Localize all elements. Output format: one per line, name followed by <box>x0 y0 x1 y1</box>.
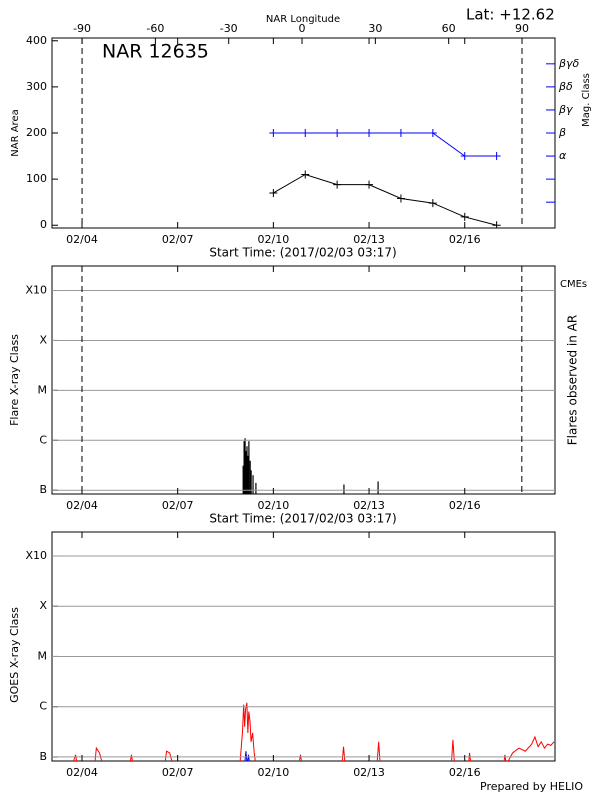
point-marker <box>333 129 342 137</box>
y-tick-label: M <box>38 383 48 396</box>
x-tick-label: 02/10 <box>258 499 290 512</box>
flare-bar <box>343 484 345 494</box>
flare-bar <box>247 455 249 494</box>
y-tick-label: M <box>38 649 48 662</box>
latitude-label: Lat: +12.62 <box>466 6 555 24</box>
y2-axis-label: Mag. Class <box>581 73 592 127</box>
point-marker <box>365 180 374 189</box>
x2-tick-label: -30 <box>220 22 238 35</box>
y2-tick-label: βδ <box>558 80 573 93</box>
point-marker <box>333 180 342 189</box>
y2-tick-label: β <box>558 126 566 139</box>
x-axis-label: Start Time: (2017/02/03 03:17) <box>209 246 396 260</box>
plot-frame <box>51 265 556 495</box>
flare-bar <box>377 481 379 494</box>
x-tick-label: 02/13 <box>353 766 385 779</box>
y-axis-label: GOES X-ray Class <box>8 607 21 703</box>
x-axis-label: Start Time: (2017/02/03 03:17) <box>209 512 396 526</box>
x-tick-label: 02/07 <box>162 233 194 246</box>
x-tick-label: 02/16 <box>449 766 481 779</box>
y2-tick-label: α <box>559 149 567 162</box>
y-tick-label: 100 <box>26 172 47 185</box>
y-tick-label: C <box>39 700 47 713</box>
y-tick-label: X10 <box>25 284 47 297</box>
x-tick-label: 02/04 <box>66 233 98 246</box>
credit: Prepared by HELIO <box>480 780 583 793</box>
flare-bar <box>245 451 247 494</box>
x2-tick-label: -90 <box>73 22 91 35</box>
flare-bar <box>250 470 252 494</box>
point-marker <box>492 221 501 228</box>
y-axis-label: Flare X-ray Class <box>8 334 21 426</box>
plot-area <box>73 702 555 761</box>
y2-tick-label: βγδ <box>558 57 580 70</box>
flare-bar <box>243 441 245 494</box>
point-marker <box>396 194 405 203</box>
flare-bar <box>242 465 244 494</box>
x2-tick-label: 60 <box>442 22 456 35</box>
flare-bar <box>246 446 248 494</box>
plot-area <box>242 438 379 494</box>
x-tick-label: 02/16 <box>449 499 481 512</box>
point-marker <box>301 129 310 137</box>
series-line <box>273 132 497 157</box>
point-marker <box>301 170 310 179</box>
y-tick-label: C <box>39 433 47 446</box>
plot-frame <box>51 531 556 762</box>
flare-bar <box>252 475 254 494</box>
x-tick-label: 02/13 <box>353 233 385 246</box>
x2-tick-label: 0 <box>299 22 306 35</box>
flare-bar <box>248 441 250 494</box>
x-tick-label: 02/16 <box>449 233 481 246</box>
y-tick-label: 0 <box>40 218 47 231</box>
y-tick-label: B <box>39 483 47 496</box>
cme-label: CMEs <box>560 279 587 290</box>
point-marker <box>269 129 278 137</box>
plot-area <box>269 129 501 228</box>
series-line <box>73 702 555 761</box>
x-tick-label: 02/04 <box>66 766 98 779</box>
x-tick-label: 02/13 <box>353 499 385 512</box>
y-tick-label: 300 <box>26 80 47 93</box>
series-line <box>244 751 250 761</box>
point-marker <box>460 212 469 221</box>
region-annotation: NAR 12635 <box>102 41 209 63</box>
x-tick-label: 02/07 <box>162 766 194 779</box>
point-marker <box>428 129 437 137</box>
flare-bar <box>255 482 257 494</box>
point-marker <box>460 152 469 161</box>
x2-axis-label: NAR Longitude <box>266 14 340 25</box>
series-line <box>273 173 497 226</box>
y-tick-label: X <box>39 333 47 346</box>
y-axis-label: NAR Area <box>10 109 21 156</box>
y-tick-label: 400 <box>26 34 47 47</box>
x2-tick-label: 90 <box>515 22 529 35</box>
y2-axis-label: Flares observed in AR <box>566 315 580 445</box>
point-marker <box>365 129 374 137</box>
flare-bar <box>249 460 251 494</box>
x-tick-label: 02/10 <box>258 766 290 779</box>
x-tick-label: 02/10 <box>258 233 290 246</box>
y-tick-label: X10 <box>25 549 47 562</box>
point-marker <box>492 152 501 161</box>
y-tick-label: X <box>39 599 47 612</box>
point-marker <box>269 188 278 197</box>
y-tick-label: B <box>39 750 47 763</box>
y-tick-label: 200 <box>26 126 47 139</box>
x2-tick-label: 30 <box>368 22 382 35</box>
x2-tick-label: -60 <box>146 22 164 35</box>
y2-tick-label: βγ <box>558 103 573 116</box>
x-tick-label: 02/04 <box>66 499 98 512</box>
point-marker <box>428 199 437 208</box>
x-tick-label: 02/07 <box>162 499 194 512</box>
flare-bar <box>244 438 246 494</box>
point-marker <box>396 129 405 137</box>
